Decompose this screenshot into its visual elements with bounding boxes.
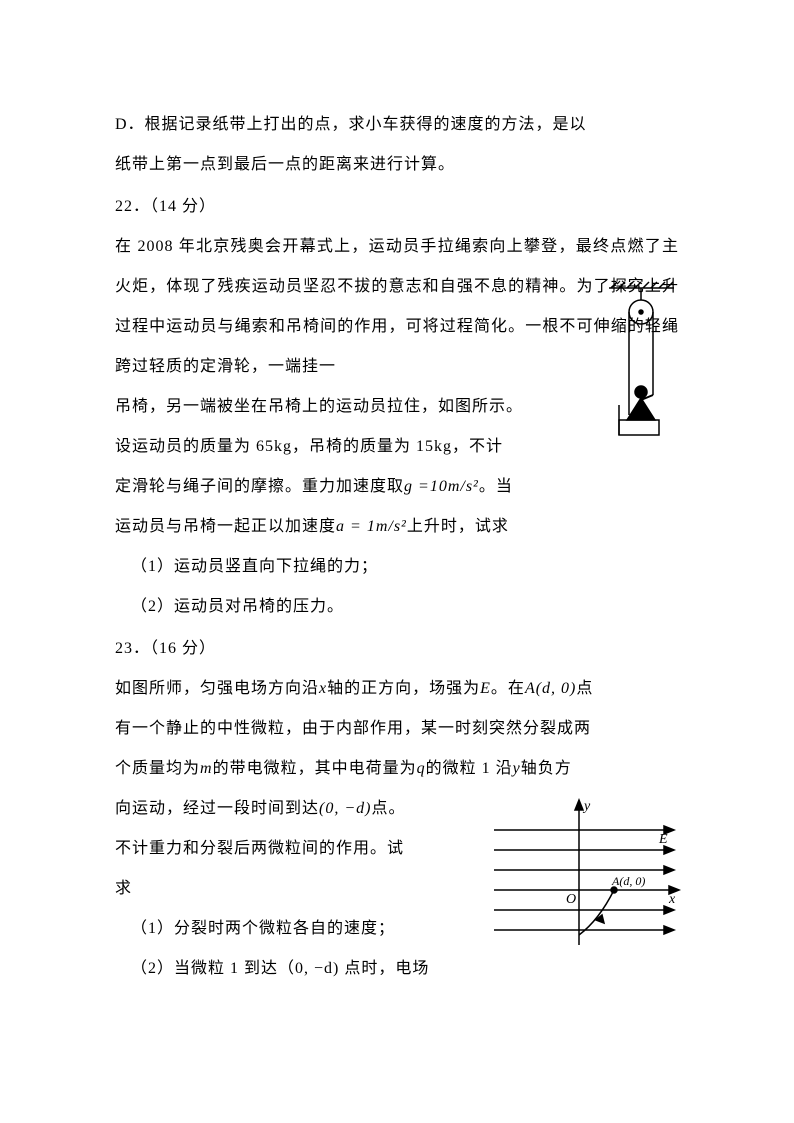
q23-l1c: 。在: [491, 680, 525, 697]
var-x: x: [319, 680, 327, 697]
q22-friction-text2: 。当: [479, 478, 513, 495]
q23-l1a: 如图所师，匀强电场方向沿: [115, 680, 319, 697]
document-content: D．根据记录纸带上打出的点，求小车获得的速度的方法，是以 纸带上第一点到最后一点…: [115, 105, 679, 989]
q23-l3b: 的带电微粒，其中电荷量为: [213, 760, 417, 777]
field-E-label: E: [658, 832, 668, 847]
q22-friction-line: 定滑轮与绳子间的摩擦。重力加速度取g =10m/s²。当: [115, 467, 565, 507]
q22-accel-text2: 上升时，试求: [407, 518, 509, 535]
g-formula: g =10m/s²: [404, 478, 479, 495]
q23-l1b: 轴的正方向，场强为: [327, 680, 480, 697]
q22-sub2: （2）运动员对吊椅的压力。: [115, 587, 679, 627]
field-diagram: y E x O A(d, 0): [484, 795, 684, 955]
var-E: E: [480, 680, 491, 697]
q23-l3c: 的微粒 1 沿: [426, 760, 513, 777]
q23-l4b: 点。: [371, 800, 405, 817]
q23-line1: 如图所师，匀强电场方向沿x轴的正方向，场强为E。在A(d, 0)点: [115, 669, 679, 709]
q22-mass-line: 设运动员的质量为 65kg，吊椅的质量为 15kg，不计: [115, 427, 555, 467]
q23-l3a: 个质量均为: [115, 760, 200, 777]
q23-l3d: 轴负方: [521, 760, 572, 777]
q23-line5: 不计重力和分裂后两微粒间的作用。试: [115, 829, 475, 869]
q23-line2: 有一个静止的中性微粒，由于内部作用，某一时刻突然分裂成两: [115, 709, 679, 749]
q23-l4a: 向运动，经过一段时间到达: [115, 800, 319, 817]
pulley-diagram: [599, 280, 684, 450]
q22-accel-line: 运动员与吊椅一起正以加速度a = 1m/s²上升时，试求: [115, 507, 565, 547]
q22-para1: 在 2008 年北京残奥会开幕式上，运动员手拉绳索向上攀登，最终点燃了主火炬，体…: [115, 227, 679, 387]
axis-y-label: y: [582, 799, 591, 814]
var-q: q: [417, 760, 426, 777]
q23-line4: 向运动，经过一段时间到达(0, −d)点。: [115, 789, 475, 829]
var-m: m: [200, 760, 213, 777]
q22-header: 22．（14 分）: [115, 187, 679, 227]
q22-accel-text1: 运动员与吊椅一起正以加速度: [115, 518, 336, 535]
option-d-line2: 纸带上第一点到最后一点的距离来进行计算。: [115, 145, 679, 185]
q23-header: 23．（16 分）: [115, 629, 679, 669]
q22-friction-text1: 定滑轮与绳子间的摩擦。重力加速度取: [115, 478, 404, 495]
q23-l1d: 点: [576, 680, 593, 697]
a-formula: a = 1m/s²: [336, 518, 407, 535]
origin-label: O: [566, 892, 576, 907]
point-A: A(d, 0): [525, 680, 576, 697]
axis-x-label: x: [668, 892, 676, 907]
point-0d: (0, −d): [319, 800, 371, 817]
point-A-label: A(d, 0): [611, 874, 645, 888]
q23-line3: 个质量均为m的带电微粒，其中电荷量为q的微粒 1 沿y轴负方: [115, 749, 679, 789]
option-d-line1: D．根据记录纸带上打出的点，求小车获得的速度的方法，是以: [115, 105, 679, 145]
q22-chair-line: 吊椅，另一端被坐在吊椅上的运动员拉住，如图所示。: [115, 387, 570, 427]
var-y: y: [513, 760, 521, 777]
q22-sub1: （1）运动员竖直向下拉绳的力；: [115, 547, 679, 587]
q23-sub2: （2）当微粒 1 到达（0, −d) 点时，电场: [115, 949, 679, 989]
